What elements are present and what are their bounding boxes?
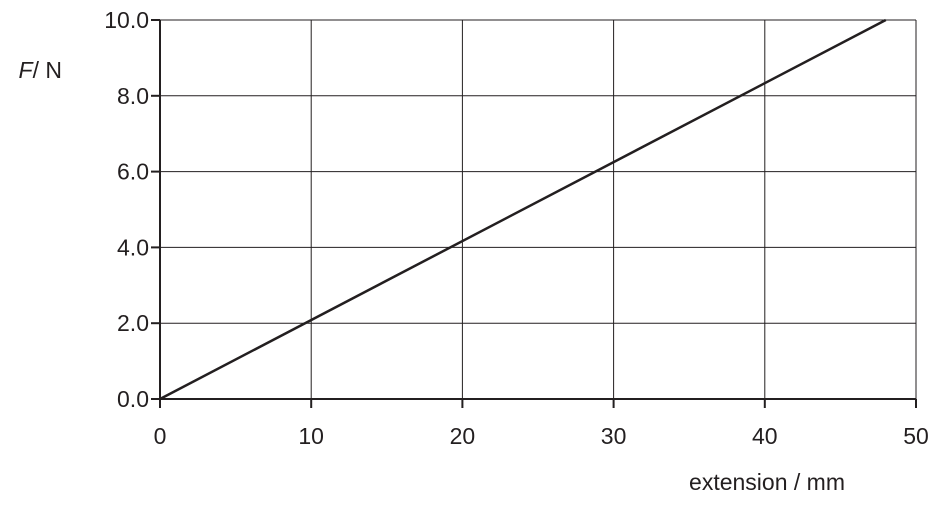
y-tick-label-1: 2.0 — [117, 310, 149, 336]
x-tick-label-1: 10 — [298, 423, 324, 449]
x-axis-label: extension / mm — [689, 469, 845, 495]
y-tick-label-0: 0.0 — [117, 386, 149, 412]
series-line-0 — [160, 20, 886, 399]
axes — [160, 20, 916, 399]
x-tick-label-2: 20 — [450, 423, 476, 449]
y-tick-label-5: 10.0 — [104, 7, 149, 33]
y-axis-label: F/ N — [19, 57, 62, 83]
y-tick-label-3: 6.0 — [117, 159, 149, 185]
x-tick-label-3: 30 — [601, 423, 627, 449]
tick-labels: 0.0 2.0 4.0 6.0 8.0 10.0 0 10 20 30 40 50 — [104, 7, 929, 449]
ticks — [151, 20, 916, 408]
x-tick-label-5: 50 — [903, 423, 929, 449]
x-tick-label-4: 40 — [752, 423, 778, 449]
y-tick-label-4: 8.0 — [117, 83, 149, 109]
y-axis-unit: / N — [33, 57, 62, 83]
grid — [160, 20, 916, 399]
y-tick-label-2: 4.0 — [117, 234, 149, 260]
x-tick-label-0: 0 — [154, 423, 167, 449]
series — [160, 20, 886, 399]
